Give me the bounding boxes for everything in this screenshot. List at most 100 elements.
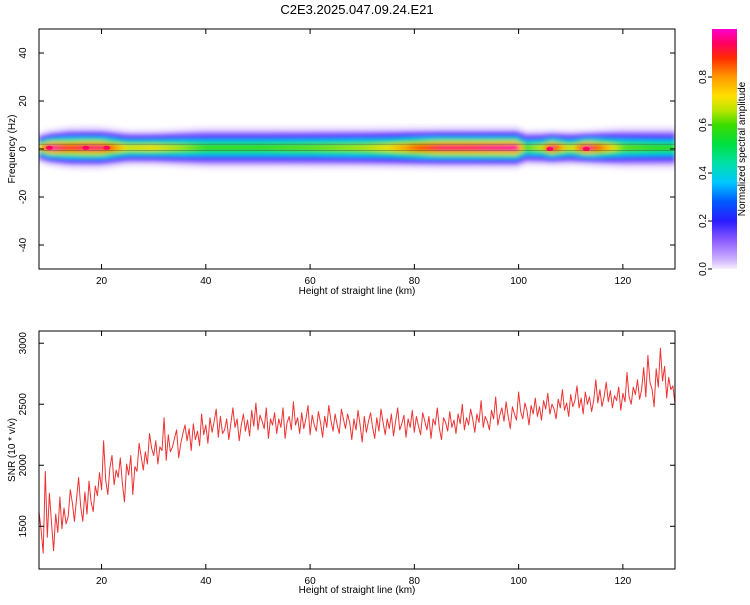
spectral-band-cell — [565, 145, 572, 150]
spectral-band-cell — [445, 145, 452, 151]
spectral-band-cell — [210, 145, 217, 151]
snr-y-tick-label: 3000 — [18, 332, 29, 355]
spectral-band-cell — [304, 145, 311, 151]
spectral-band-cell — [137, 145, 144, 150]
spectral-band-cell — [424, 145, 431, 151]
spectral-band-cell — [570, 145, 577, 150]
snr-y-tick-label: 1500 — [18, 515, 29, 538]
spectral-band-cell — [247, 145, 254, 151]
colorbar-tick-label: 0.4 — [698, 166, 709, 180]
spectral-band-cell — [226, 145, 233, 151]
spectral-band-cell — [341, 145, 347, 151]
spectral-band-cell — [653, 145, 660, 151]
spectral-band-cell — [356, 145, 363, 151]
colorbar-label: Normalized spectral amplitude — [737, 81, 748, 216]
spectral-band-cell — [153, 145, 160, 150]
spectral-band-cell — [361, 145, 368, 151]
spectral-band-cell — [314, 145, 321, 151]
spectral-band-cell — [163, 145, 170, 151]
spectral-band-cell — [471, 145, 478, 151]
colorbar-gradient — [712, 29, 737, 269]
spectral-band-cell — [111, 145, 118, 151]
spectral-band-layers — [39, 125, 675, 170]
spectrogram-x-tick-label: 120 — [615, 276, 632, 287]
spectral-band-cell — [294, 145, 300, 151]
spectral-band-cell — [64, 145, 71, 151]
spectrogram-y-tick-label: 0 — [18, 146, 29, 152]
spectral-band-cell — [539, 145, 545, 150]
colorbar-ticks: 0.0 0.2 0.4 0.6 0.8 — [698, 70, 712, 276]
spectrogram-y-tick-label: -20 — [18, 189, 29, 204]
spectrogram-x-axis-label: Height of straight line (km) — [299, 286, 416, 297]
spectrogram-y-tick-label: 20 — [18, 95, 29, 107]
spectral-band-cell — [132, 145, 139, 150]
colorbar-tick-label: 0.6 — [698, 118, 709, 132]
spectral-band-cell — [299, 145, 306, 151]
snr-x-tick-label: 40 — [200, 576, 212, 587]
spectral-band-cell — [273, 145, 280, 151]
spectral-band-cell — [575, 145, 582, 150]
spectral-band-cell — [39, 145, 45, 150]
spectral-band-cell — [200, 145, 207, 151]
spectral-band-cell — [450, 145, 457, 151]
spectral-band-cell — [122, 145, 128, 150]
spectral-band-cell — [617, 145, 624, 151]
spectral-band-cell — [96, 145, 102, 151]
spectral-band-cell — [127, 145, 134, 150]
spectral-band-cell — [90, 145, 97, 151]
spectrogram-y-tick-label: 40 — [18, 47, 29, 59]
spectral-band-cell — [283, 145, 290, 151]
spectral-band-cell — [242, 145, 248, 151]
snr-panel: 20 40 60 80 100 120 3000 2500 2000 1500 Height of… — [7, 330, 676, 596]
spectral-hot-spot — [82, 145, 90, 150]
colorbar-tick-label: 0.0 — [698, 262, 709, 276]
snr-x-tick-label: 80 — [409, 576, 421, 587]
spectral-band-cell — [346, 145, 353, 151]
spectral-band-cell — [476, 145, 483, 151]
spectral-band-cell — [116, 145, 123, 151]
spectral-band-cell — [612, 145, 618, 151]
spectral-band-cell — [408, 145, 415, 151]
snr-y-axis-label: SNR (10 * v/v) — [7, 418, 18, 482]
spectral-band-cell — [69, 145, 76, 151]
spectral-band-cell — [195, 145, 201, 151]
spectral-band-cell — [669, 145, 675, 151]
spectral-band-cell — [148, 145, 154, 150]
spectral-band-cell — [497, 145, 504, 151]
spectral-band-cell — [455, 145, 462, 151]
spectral-band-cell — [75, 145, 82, 151]
snr-frame — [38, 330, 676, 570]
spectral-band-cell — [528, 145, 535, 150]
spectral-band-cell — [487, 145, 493, 151]
spectral-band-cell — [434, 145, 441, 151]
spectral-hot-spot — [582, 147, 590, 151]
spectral-band-cell — [596, 145, 603, 151]
spectral-band-cell — [184, 145, 191, 151]
spectral-band-cell — [591, 145, 598, 151]
snr-y-tick-label: 2500 — [18, 393, 29, 416]
spectral-band-cell — [169, 145, 175, 151]
spectral-band-cell — [627, 145, 634, 151]
spectral-band-cell — [419, 145, 426, 151]
spectral-band-cell — [268, 145, 274, 151]
spectral-band-cell — [59, 145, 66, 151]
spectral-band-cell — [518, 145, 525, 151]
spectral-band-cell — [659, 145, 665, 151]
spectral-band-cell — [560, 145, 566, 150]
snr-series-line — [39, 347, 675, 554]
spectral-band-cell — [643, 145, 650, 151]
colorbar: 0.0 0.2 0.4 0.6 0.8 Normalized spectral ampl… — [698, 29, 748, 276]
snr-axis-ticks: 20 40 60 80 100 120 3000 2500 2000 1500 — [18, 331, 675, 587]
spectral-band-cell — [330, 145, 337, 151]
snr-y-tick-label: 2000 — [18, 454, 29, 477]
spectral-band-cell — [205, 145, 212, 151]
spectral-band-cell — [414, 145, 420, 151]
spectral-band-cell — [492, 145, 499, 151]
spectral-band-cell — [215, 145, 222, 151]
spectral-band-cell — [236, 145, 243, 151]
spectrogram-axis-ticks: 20 40 60 80 100 120 40 20 0 -20 -40 — [18, 29, 675, 287]
spectral-band-cell — [507, 145, 514, 151]
spectral-band-cell — [335, 145, 342, 151]
